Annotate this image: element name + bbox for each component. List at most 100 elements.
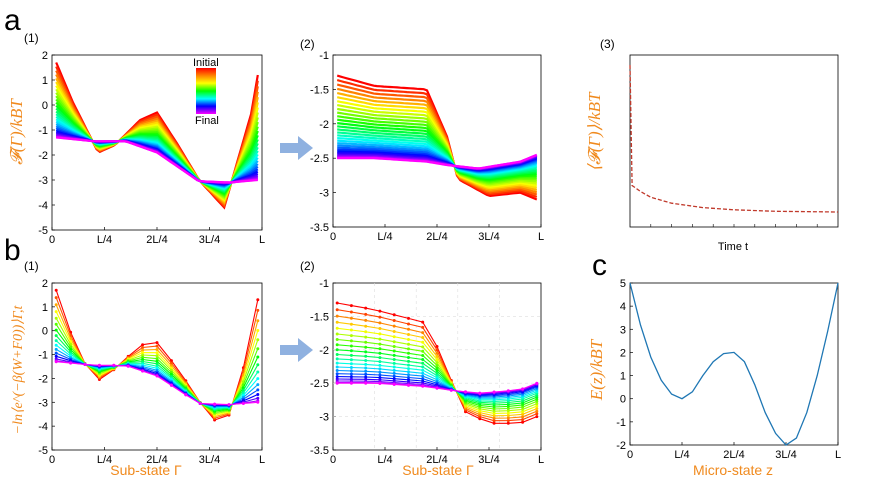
b2-ytick-label: -3 (319, 412, 329, 424)
b2-data-point (378, 327, 382, 330)
b2-data-point (335, 308, 339, 312)
b1-data-point (155, 359, 159, 363)
a2-ytick-label: -1.5 (310, 84, 329, 96)
a1-ytick-label: -5 (38, 225, 48, 237)
b1-data-point (256, 388, 260, 392)
c-ytick-label: 1 (620, 371, 626, 383)
b2-data-point (349, 334, 353, 338)
b1-data-point (256, 329, 260, 332)
b1-ytick-label: -4 (38, 421, 48, 433)
b2-data-point (378, 367, 382, 371)
panel-label-a: a (4, 4, 21, 37)
b1-data-point (256, 370, 260, 374)
a1-legend-final: Final (195, 115, 219, 127)
a1-ytick-label: -3 (38, 175, 48, 187)
b2-data-point (378, 376, 382, 380)
b2-data-point (421, 340, 425, 344)
a1-xtick-label: L/4 (97, 234, 112, 246)
b2-xtick-label: 3L/4 (478, 454, 499, 466)
b2-data-point (349, 375, 353, 379)
b1-data-point (54, 310, 58, 314)
b1-ytick-label: -2 (38, 373, 48, 385)
b2-data-point (435, 386, 439, 390)
b2-data-point (407, 373, 410, 377)
b2-data-point (392, 330, 396, 333)
b2-data-point (378, 347, 382, 351)
a2-sublabel: (2) (300, 37, 315, 51)
chart-a1: 210-1-2-3-4-50 L/4 2L/4 3L/4 L (38, 50, 265, 246)
b2-data-point (364, 330, 368, 334)
b2-data-point (349, 316, 353, 320)
b2-data-point (535, 409, 539, 413)
b2-data-point (407, 316, 410, 320)
b1-data-point (155, 354, 159, 358)
a2-series-line (336, 100, 537, 188)
b2-data-point (492, 421, 496, 425)
b2-data-point (392, 349, 396, 353)
b1-data-point (155, 364, 159, 368)
b2-data-point (407, 327, 410, 331)
b2-data-point (535, 415, 539, 419)
b2-sublabel: (2) (300, 259, 315, 273)
b1-data-point (155, 344, 159, 348)
b2-data-point (521, 415, 525, 419)
b1-data-point (241, 402, 245, 405)
b2-data-point (421, 377, 425, 381)
b2-data-point (435, 361, 439, 365)
b2-data-point (421, 354, 425, 357)
b2-data-point (349, 310, 353, 314)
b2-data-point (421, 336, 425, 339)
b2-data-point (392, 335, 396, 339)
b2-data-point (364, 335, 368, 339)
chart-b2: -1 -1.5 -2 -2.5 -3 -3.50 L/4 2L/4 3L/4 L (310, 278, 544, 466)
b2-data-point (435, 345, 439, 348)
b1-ytick-label: 2 (42, 278, 48, 290)
b2-data-point (506, 389, 510, 393)
a2-series-line (336, 92, 538, 192)
c-ylabel: E(z)/kBT (587, 338, 606, 401)
b2-data-point (364, 324, 368, 328)
b2-data-point (335, 357, 339, 361)
a3-curve (629, 64, 839, 213)
b2-data-point (506, 407, 510, 410)
a1-xtick-label: 3L/4 (199, 234, 220, 246)
b2-data-point (378, 321, 382, 325)
b2-data-point (407, 383, 410, 387)
b2-data-point (421, 365, 425, 369)
b2-data-point (435, 351, 439, 355)
b2-data-point (378, 332, 382, 336)
b2-data-point (435, 371, 439, 375)
a2-series-line (336, 96, 538, 190)
b1-data-point (256, 396, 260, 400)
b1-ytick-label: -5 (38, 445, 48, 457)
b2-data-point (364, 312, 368, 316)
b2-data-point (349, 358, 353, 362)
b2-data-point (535, 397, 539, 401)
a1-ytick-label: -1 (38, 125, 48, 137)
a2-xtick-label: 3L/4 (478, 231, 499, 243)
b2-data-point (521, 412, 525, 416)
b2-data-point (435, 369, 439, 373)
b2-data-point (521, 410, 525, 414)
b1-data-point (155, 351, 159, 355)
c-xtick-label: L/4 (674, 449, 689, 461)
a1-legend-initial: Initial (193, 57, 219, 69)
a3-sublabel: (3) (600, 37, 615, 51)
b2-xtick-label: L (538, 454, 544, 466)
b2-ytick-label: -2.5 (310, 378, 329, 390)
b1-data-point (141, 353, 145, 357)
b1-ytick-label: 0 (42, 326, 48, 338)
b2-data-point (407, 356, 410, 359)
b1-data-point (256, 308, 260, 312)
b2-data-point (392, 374, 396, 378)
b2-data-point (407, 338, 410, 341)
b2-data-point (364, 369, 368, 373)
a1-ytick-label: 0 (42, 100, 48, 112)
b1-data-point (54, 322, 58, 326)
b2-data-point (392, 368, 396, 372)
panel-label-b: b (4, 234, 21, 267)
b1-data-point (54, 328, 58, 332)
b2-data-point (378, 356, 382, 360)
b2-data-point (335, 343, 339, 347)
c-frame (629, 282, 839, 446)
